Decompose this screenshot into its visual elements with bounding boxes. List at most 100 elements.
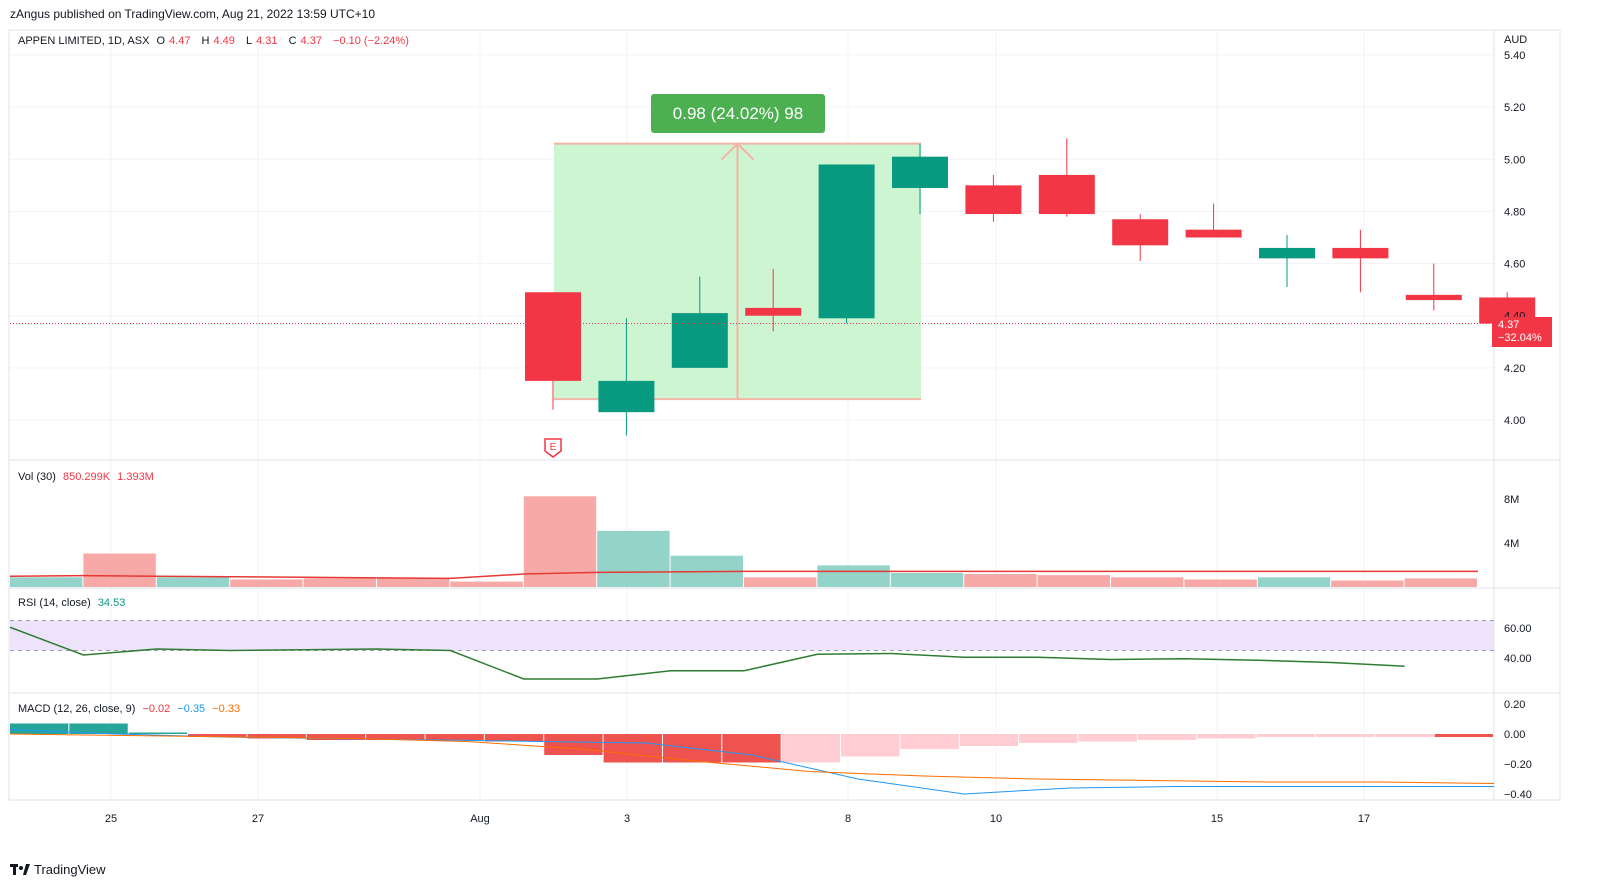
candle	[1332, 229, 1389, 293]
low-value: L 4.31	[245, 35, 278, 47]
candle-body	[892, 156, 948, 188]
volume-bar	[377, 578, 450, 587]
change-value: −0.10 (−2.24%)	[333, 35, 409, 47]
y-tick-label: 4.80	[1504, 206, 1525, 218]
y-tick-label: 60.00	[1504, 623, 1532, 635]
y-tick-label: −0.20	[1504, 759, 1532, 771]
candle	[1038, 138, 1095, 217]
candle-body	[965, 185, 1022, 215]
volume-bar	[10, 577, 83, 587]
volume-bar	[964, 574, 1037, 587]
y-tick-label: 40.00	[1504, 653, 1532, 665]
candle	[1112, 214, 1169, 261]
high-value: H 4.49	[201, 35, 235, 47]
macd-histogram-bar	[900, 734, 959, 749]
candle-body	[671, 313, 728, 368]
candle-body	[1038, 174, 1095, 215]
macd-label: MACD (12, 26, close, 9)	[18, 703, 136, 715]
volume-series	[9, 496, 1478, 587]
y-tick-label: −0.40	[1504, 789, 1532, 801]
rsi-legend: RSI (14, close) 34.53	[18, 597, 129, 609]
macd-histogram-bar	[1256, 734, 1315, 737]
close-value: C 4.37	[288, 35, 322, 47]
signal-line-value: −0.33	[212, 703, 241, 715]
tradingview-logo-icon	[10, 863, 30, 875]
macd-histogram-bar	[1375, 734, 1434, 737]
candle	[892, 143, 948, 215]
y-tick-label: 5.20	[1504, 102, 1525, 114]
candle	[965, 174, 1022, 222]
volume-bar	[890, 572, 964, 587]
rsi-value: 34.53	[97, 597, 126, 609]
macd-line-value: −0.35	[177, 703, 206, 715]
macd-histogram-bar	[188, 734, 247, 737]
symbol-legend: APPEN LIMITED, 1D, ASX O 4.47 H 4.49 L 4.31…	[18, 35, 413, 47]
macd-histogram-bar	[425, 734, 484, 740]
rsi-label: RSI (14, close)	[18, 597, 91, 609]
volume-ma-value: 1.393M	[117, 471, 154, 483]
macd-histogram-bar	[366, 734, 425, 740]
candle-body	[1405, 294, 1462, 301]
macd-histogram-bar	[306, 734, 366, 740]
candle	[1405, 263, 1462, 311]
rsi-band	[10, 620, 1494, 651]
candle-body	[1185, 229, 1242, 238]
macd-histogram-bar	[69, 723, 128, 734]
volume-bar	[1331, 580, 1404, 587]
macd-histogram-bar	[1019, 734, 1078, 743]
volume-bar	[83, 553, 156, 587]
macd-hist-value: −0.02	[142, 703, 171, 715]
last-price-badge: 4.37 −32.04%	[1492, 317, 1552, 347]
macd-histogram-bar	[603, 734, 662, 763]
volume-ma-line	[9, 570, 1478, 580]
symbol-name: APPEN LIMITED, 1D, ASX	[18, 35, 150, 47]
macd-histogram-bar	[1315, 734, 1375, 737]
volume-bar	[450, 581, 523, 587]
y-tick-label: 0.00	[1504, 729, 1525, 741]
measure-label[interactable]: 0.98 (24.02%) 98	[651, 94, 825, 133]
rsi-line	[9, 626, 1405, 680]
footer-brand[interactable]: TradingView	[10, 862, 106, 877]
y-axis-ticks: 5.405.205.004.804.604.404.204.008M4M60.0…	[1504, 50, 1532, 801]
volume-bar	[1037, 575, 1110, 587]
last-price-value: 4.37	[1498, 319, 1520, 331]
candle-body	[818, 164, 875, 319]
macd-histogram-bar	[128, 732, 188, 734]
chart-frame	[8, 29, 1561, 801]
volume-bar	[230, 579, 303, 587]
x-tick-label: 25	[105, 813, 117, 825]
candle	[745, 268, 802, 332]
earnings-label: E	[550, 442, 557, 453]
y-tick-label: 4M	[1504, 538, 1519, 550]
publish-header: zAngus published on TradingView.com, Aug…	[10, 7, 376, 21]
earnings-marker: E	[544, 438, 562, 458]
last-price-pct: −32.04%	[1498, 332, 1542, 344]
x-tick-label: 17	[1358, 813, 1370, 825]
candle	[1259, 234, 1315, 288]
volume-bar	[303, 578, 376, 587]
measure-arrow-head	[720, 142, 755, 161]
volume-bar	[1111, 577, 1184, 587]
macd-histogram-bar	[722, 734, 781, 763]
volume-legend: Vol (30) 850.299K 1.393M	[18, 471, 158, 483]
y-tick-label: 4.00	[1504, 415, 1525, 427]
candle-body	[525, 292, 581, 381]
candle	[818, 164, 875, 324]
candle-body	[598, 380, 655, 413]
x-tick-label: Aug	[470, 813, 490, 825]
volume-bar	[817, 565, 890, 587]
candle	[671, 276, 728, 368]
x-axis-ticks: 25 27 Aug 3 8 10 15 17	[105, 813, 1370, 825]
open-value: O 4.47	[156, 35, 191, 47]
volume-bar	[156, 577, 230, 587]
volume-bar	[1184, 579, 1257, 587]
candle	[598, 318, 655, 436]
candle-body	[1332, 247, 1389, 259]
volume-value: 850.299K	[62, 471, 111, 483]
macd-histogram-bar	[841, 734, 900, 757]
y-tick-label: 4.60	[1504, 259, 1525, 271]
macd-legend: MACD (12, 26, close, 9) −0.02 −0.35 −0.3…	[18, 703, 244, 715]
macd-histogram-bar	[1137, 734, 1197, 740]
brand-name: TradingView	[34, 862, 106, 877]
